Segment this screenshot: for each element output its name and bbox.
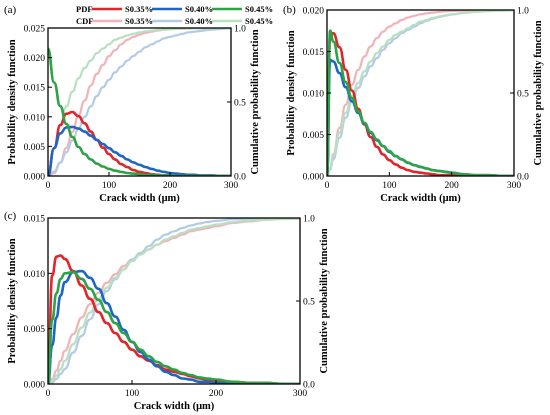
y-axis-label: Probability density function — [7, 238, 18, 363]
y2-tick-label: 0.5 — [234, 99, 246, 109]
pdf-line-s045 — [48, 270, 300, 384]
y-axis-label: Probability density function — [286, 30, 297, 155]
y-tick-label: 0.025 — [24, 25, 46, 35]
panel-label: (b) — [283, 4, 296, 16]
y2-tick-label: 0.0 — [234, 173, 246, 183]
y2-axis-label: Cumulative probability function — [319, 228, 330, 373]
y-tick-label: 0.010 — [24, 113, 46, 123]
x-axis-label: Crack width (μm) — [99, 193, 180, 204]
legend-pdf-entry-s035: S0.35% — [125, 4, 153, 14]
legend-cdf-entry-s045: S0.45% — [245, 16, 273, 26]
pdf-line-s035 — [48, 110, 231, 176]
legend-pdf-label: PDF — [76, 4, 93, 14]
panel-c-chart: (c) 0 100 200 300 0.000 0.005 0.010 0.015 0.0 0.5 1… — [4, 210, 330, 412]
x-axis-label: Crack width (μm) — [134, 401, 215, 412]
x-axis-label: Crack width (μm) — [380, 193, 461, 204]
y2-tick-label: 1.0 — [303, 215, 315, 225]
legend-cdf-label: CDF — [76, 16, 93, 26]
x-tick-label: 300 — [293, 389, 308, 399]
cdf-line-s045 — [48, 218, 300, 384]
y2-tick-label: 0.5 — [517, 90, 529, 100]
y2-tick-label: 0.5 — [303, 298, 315, 308]
x-tick-label: 300 — [224, 181, 239, 191]
y-axis-label: Probability density function — [7, 39, 18, 164]
y2-tick-label: 1.0 — [517, 7, 529, 17]
x-tick-label: 0 — [46, 181, 51, 191]
plot-frame — [47, 27, 232, 177]
y2-axis-label: Cumulative probability function — [250, 29, 261, 174]
cdf-line-s045 — [48, 28, 231, 176]
panel-label: (c) — [4, 210, 17, 222]
cdf-line-s045 — [327, 10, 514, 176]
y2-tick-label: 1.0 — [234, 25, 246, 35]
y-tick-label: 0.005 — [24, 143, 46, 153]
x-tick-label: 0 — [325, 181, 330, 191]
y-tick-label: 0.000 — [24, 381, 46, 391]
x-tick-label: 0 — [46, 389, 51, 399]
plot-frame — [47, 217, 301, 385]
pdf-line-s045 — [48, 47, 231, 176]
y2-axis-label: Cumulative probability function — [533, 20, 544, 165]
x-tick-label: 200 — [163, 181, 178, 191]
panel-b-chart: (b) 0 100 200 300 0.000 0.005 0.010 0.015 0.020 0.… — [283, 4, 544, 204]
legend-pdf-entry-s045: S0.45% — [245, 4, 273, 14]
panel-label: (a) — [4, 4, 17, 16]
y-tick-label: 0.010 — [24, 270, 46, 280]
y-tick-label: 0.000 — [24, 173, 46, 183]
cdf-line-s035 — [48, 218, 300, 384]
y-tick-label: 0.015 — [24, 84, 46, 94]
cdf-line-s040 — [48, 28, 231, 176]
legend-cdf-entry-s040: S0.40% — [185, 16, 213, 26]
legend: PDF CDF S0.35% S0.40% S0.45% S0.35% S0.4… — [76, 4, 273, 26]
y-tick-label: 0.010 — [303, 90, 325, 100]
x-tick-label: 200 — [445, 181, 460, 191]
x-tick-label: 100 — [102, 181, 117, 191]
x-tick-label: 300 — [507, 181, 522, 191]
y-tick-label: 0.015 — [24, 215, 46, 225]
y-tick-label: 0.015 — [303, 48, 325, 58]
y-tick-label: 0.005 — [24, 325, 46, 335]
panel-a-chart: (a) 0 100 200 300 0.000 0.005 0.010 0.015 0.020 0.… — [4, 4, 261, 204]
x-tick-label: 100 — [382, 181, 397, 191]
x-tick-label: 100 — [125, 389, 140, 399]
legend-cdf-entry-s035: S0.35% — [125, 16, 153, 26]
y2-tick-label: 0.0 — [517, 173, 529, 183]
legend-pdf-entry-s040: S0.40% — [185, 4, 213, 14]
cdf-line-s035 — [48, 28, 231, 176]
y-tick-label: 0.020 — [24, 54, 46, 64]
y-tick-label: 0.005 — [303, 131, 325, 141]
y-tick-label: 0.020 — [303, 7, 325, 17]
cdf-line-s040 — [48, 218, 300, 384]
y-tick-label: 0.000 — [303, 173, 325, 183]
y2-tick-label: 0.0 — [303, 381, 315, 391]
pdf-line-s045 — [327, 29, 514, 176]
x-tick-label: 200 — [209, 389, 224, 399]
